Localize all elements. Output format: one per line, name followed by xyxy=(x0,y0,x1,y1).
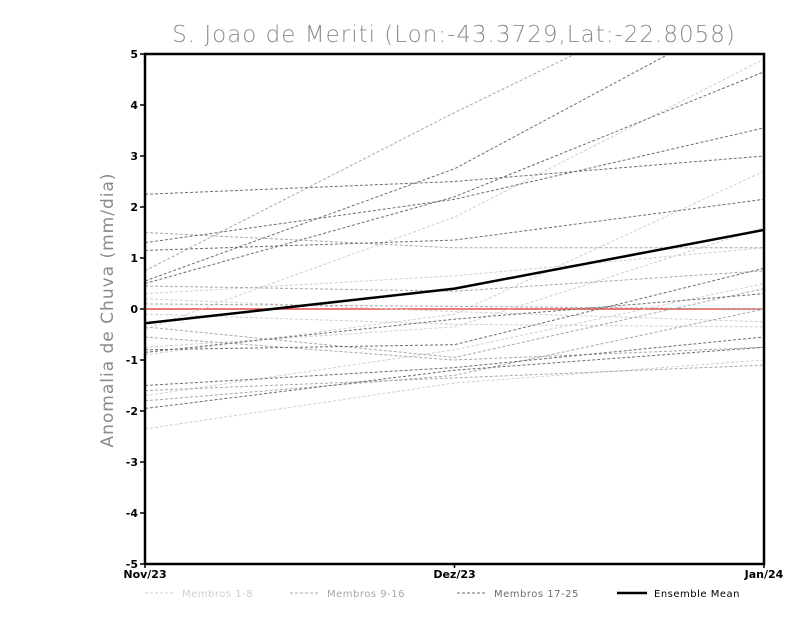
y-tick-label: -4 xyxy=(126,507,139,520)
member-line-group1-3 xyxy=(145,313,764,328)
member-line-group2-8 xyxy=(145,308,764,402)
chart-title: S. Joao de Meriti (Lon:-43.3729,Lat:-22.… xyxy=(172,22,736,48)
member-line-group2-6 xyxy=(145,288,764,359)
y-tick-label: -3 xyxy=(126,456,138,469)
member-line-group3-9 xyxy=(145,293,764,353)
y-tick-label: -2 xyxy=(126,405,138,418)
member-line-group3-4 xyxy=(145,198,764,251)
x-tick-label: Nov/23 xyxy=(123,568,166,581)
axes: -5 -4 -3 -2 -1 0 1 2 3 4 5 Nov/23 Dez/23 Jan/24 xyxy=(123,48,783,581)
member-line-group1-4 xyxy=(145,247,764,295)
legend-label: Membros 9-16 xyxy=(327,589,405,600)
ensemble-mean-line xyxy=(145,228,764,325)
member-line-group2-1 xyxy=(145,54,577,272)
member-line-group2-2 xyxy=(145,336,764,361)
y-tick-label: 1 xyxy=(130,252,138,265)
x-tick-label: Dez/23 xyxy=(433,568,475,581)
y-tick-label: -1 xyxy=(126,354,138,367)
member-line-group2-7 xyxy=(145,303,764,310)
member-line-group3-1 xyxy=(145,155,764,195)
member-line-group3-5 xyxy=(145,267,764,351)
member-line-group3-7 xyxy=(145,346,764,409)
y-tick-label: 4 xyxy=(130,99,138,112)
member-line-group2-4 xyxy=(145,364,764,392)
legend-label: Membros 17-25 xyxy=(494,589,579,600)
member-line-group1-5 xyxy=(145,170,764,356)
member-line-group1-2 xyxy=(145,58,764,330)
y-axis-label: Anomalia de Chuva (mm/dia) xyxy=(98,172,118,447)
member-line-group3-3 xyxy=(145,127,764,244)
member-line-group3-6 xyxy=(145,336,764,386)
member-line-group1-1 xyxy=(145,359,764,430)
member-line-group1-8 xyxy=(145,283,764,397)
legend-label: Membros 1-8 xyxy=(182,589,253,600)
member-line-group3-2 xyxy=(145,71,764,284)
member-line-group2-3 xyxy=(145,232,764,249)
y-tick-label: 3 xyxy=(130,150,138,163)
legend: Membros 1-8 Membros 9-16 Membros 17-25 Ense… xyxy=(145,589,740,600)
y-tick-label: 5 xyxy=(130,48,138,61)
y-tick-label: 0 xyxy=(130,303,138,316)
member-line-group2-5 xyxy=(145,270,764,292)
plot-area xyxy=(145,54,764,430)
y-tick-label: 2 xyxy=(130,201,138,214)
x-tick-label: Jan/24 xyxy=(744,568,784,581)
member-line-group1-7 xyxy=(145,226,764,348)
member-line-group1-6 xyxy=(145,298,764,323)
y-tick-label: -5 xyxy=(126,558,138,571)
legend-label: Ensemble Mean xyxy=(654,589,740,600)
